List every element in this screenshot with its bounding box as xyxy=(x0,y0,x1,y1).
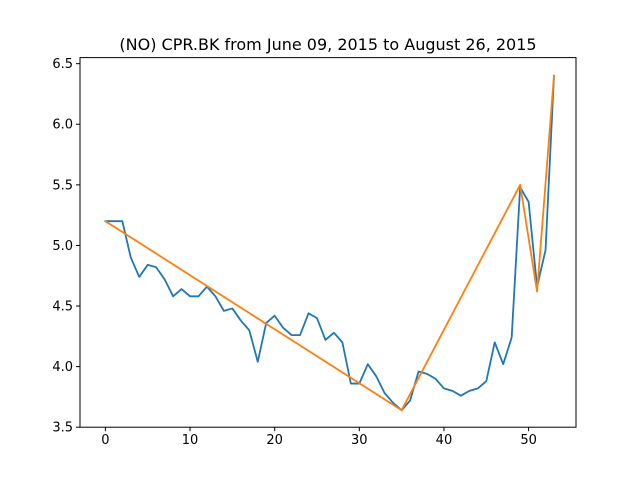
y-tick-label: 5.0 xyxy=(52,239,73,254)
y-tick-label: 4.0 xyxy=(52,360,73,375)
series-line-trend xyxy=(104,74,555,412)
chart-title: (NO) CPR.BK from June 09, 2015 to August… xyxy=(119,35,536,54)
y-tick-label: 3.5 xyxy=(52,421,73,436)
y-tick-label: 6.0 xyxy=(52,118,73,133)
series-layer xyxy=(104,74,555,412)
y-tick-label: 5.5 xyxy=(52,178,73,193)
x-tick-label: 50 xyxy=(520,433,537,448)
y-tick-label: 4.5 xyxy=(52,300,73,315)
x-tick-label: 30 xyxy=(351,433,368,448)
x-tick-label: 0 xyxy=(101,433,109,448)
y-tick-label: 6.5 xyxy=(52,57,73,72)
x-tick-label: 20 xyxy=(266,433,283,448)
series-line-price xyxy=(104,74,555,412)
axes-layer: 0 10 20 30 40 50 3.5 4.0 4.5 5.0 5.5 6.0 6.5 xyxy=(52,57,537,448)
x-tick-label: 10 xyxy=(182,433,199,448)
x-tick-label: 40 xyxy=(436,433,453,448)
plot-frame xyxy=(79,57,577,428)
